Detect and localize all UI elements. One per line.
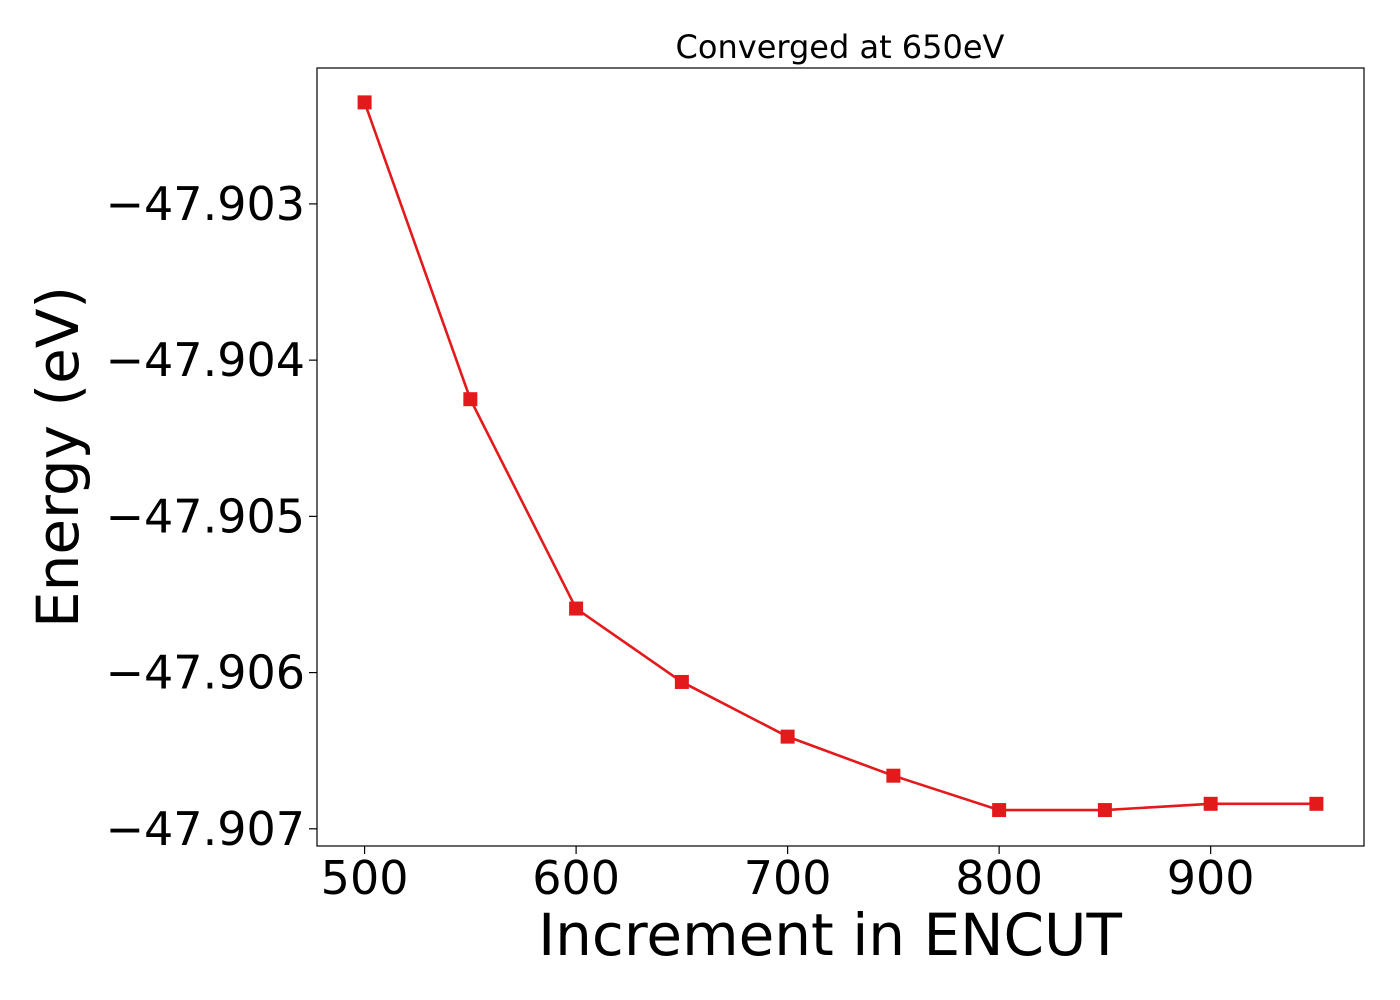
- y-tick-label: −47.905: [106, 489, 306, 543]
- y-tick-label: −47.904: [106, 333, 306, 387]
- data-point-marker: [780, 729, 795, 744]
- data-point-marker: [357, 95, 372, 110]
- data-point-marker: [1309, 796, 1324, 811]
- x-axis-label: Increment in ENCUT: [538, 901, 1122, 969]
- series-line: [363, 101, 1317, 812]
- data-point-marker: [1203, 796, 1218, 811]
- data-point-marker: [569, 601, 584, 616]
- x-axis: 500 600 700 800 900: [321, 846, 1255, 905]
- x-tick-label: 700: [744, 851, 832, 905]
- data-point-marker: [1097, 803, 1112, 818]
- plot-area-frame: [316, 67, 1365, 847]
- data-point-marker: [463, 392, 478, 407]
- data-point-marker: [886, 768, 901, 783]
- y-tick-label: −47.906: [106, 646, 306, 700]
- x-tick-label: 800: [955, 851, 1043, 905]
- x-tick-label: 900: [1167, 851, 1255, 905]
- y-tick-label: −47.907: [106, 802, 306, 856]
- x-tick-label: 600: [532, 851, 620, 905]
- data-point-marker: [992, 803, 1007, 818]
- y-tick-label: −47.903: [106, 177, 306, 231]
- chart-title: Converged at 650eV: [676, 28, 1005, 66]
- x-tick-label: 500: [321, 851, 409, 905]
- data-point-marker: [674, 674, 689, 689]
- y-axis-label: Energy (eV): [24, 286, 92, 628]
- y-axis: −47.903 −47.904 −47.905 −47.906 −47.907: [106, 177, 317, 856]
- series-layer: [357, 95, 1324, 818]
